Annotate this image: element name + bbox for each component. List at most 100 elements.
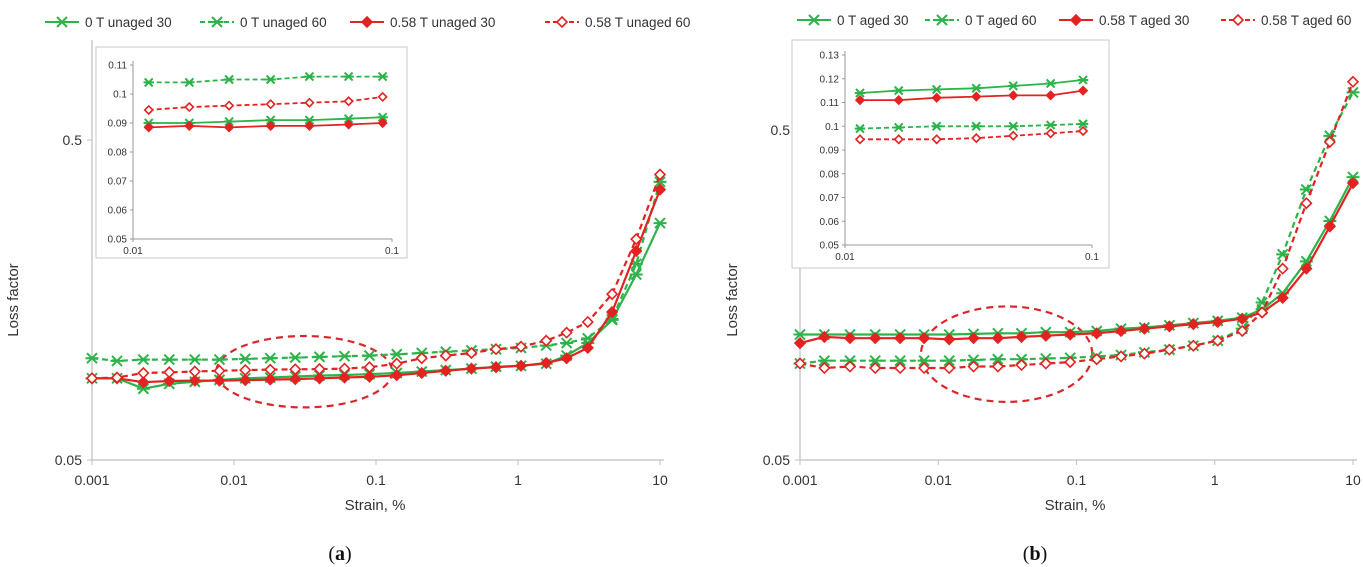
data-point: [514, 340, 528, 353]
x-tick-label: 0.001: [782, 472, 817, 488]
data-point: [793, 357, 807, 370]
inset-y-tick-label: 0.07: [108, 177, 128, 188]
data-point: [415, 366, 428, 380]
series-line: [91, 181, 662, 363]
legend-marker: [210, 16, 224, 28]
data-point: [1211, 315, 1224, 329]
data-point: [843, 332, 857, 345]
data-point: [289, 372, 302, 386]
panel-caption: (a): [328, 543, 351, 565]
inset-data-point: [184, 101, 195, 113]
inset-x-tick-label: 0.01: [123, 246, 143, 257]
data-point: [560, 337, 574, 349]
inset-data-point: [854, 88, 866, 98]
x-tick-label: 0.1: [1067, 472, 1087, 488]
data-point: [869, 361, 882, 375]
legend-item: 0 T unaged 30: [45, 15, 172, 30]
data-point: [110, 371, 124, 384]
inset-data-point: [265, 74, 276, 85]
data-point: [629, 268, 643, 281]
inset-series-0-t-aged-60: [854, 119, 1089, 134]
data-point: [1090, 353, 1103, 366]
data-point: [514, 359, 528, 372]
legend-label: 0.58 T aged 60: [1261, 13, 1351, 28]
data-point: [943, 333, 956, 346]
data-point: [390, 357, 403, 370]
inset-y-tick-label: 0.12: [820, 74, 840, 85]
data-point: [264, 373, 277, 386]
inset-data-point: [1045, 78, 1056, 89]
data-point: [581, 341, 594, 355]
inset-frame: [791, 39, 1110, 269]
series-0-58-t-unaged-30: [85, 183, 667, 389]
data-point: [188, 353, 202, 366]
data-point: [390, 348, 404, 360]
data-point: [363, 361, 376, 374]
inset-series-0-58-t-aged-30: [854, 85, 1089, 106]
data-point: [465, 346, 478, 360]
inset-data-point: [1077, 75, 1089, 85]
inset-data-point: [343, 113, 354, 124]
data-point: [1323, 220, 1336, 233]
y-tick-label: 0.05: [763, 452, 790, 468]
inset-data-point: [893, 134, 904, 145]
data-point: [653, 168, 667, 181]
data-point: [540, 356, 553, 370]
data-point: [163, 374, 176, 388]
inset-data-point: [854, 123, 866, 134]
inset-data-point: [1045, 120, 1056, 130]
inset-data-point: [265, 120, 276, 132]
inset-data-point: [893, 85, 904, 96]
inset-y-tick-label: 0.11: [820, 98, 839, 109]
inset-x-tick-label: 0.01: [835, 252, 855, 263]
inset-y-tick-label: 0.05: [108, 235, 128, 246]
legend-label: 0.58 T unaged 30: [390, 15, 495, 30]
data-point: [991, 332, 1005, 345]
inset-data-point: [377, 112, 388, 122]
inset-data-point: [931, 121, 942, 131]
data-point: [967, 360, 980, 373]
x-tick-label: 10: [1345, 472, 1361, 488]
inset-data-point: [143, 77, 154, 88]
legend-marker: [807, 14, 821, 26]
data-point: [991, 353, 1005, 365]
data-point: [943, 361, 956, 375]
inset-y-tick-label: 0.09: [820, 146, 840, 157]
legend-label: 0 T unaged 30: [85, 15, 172, 30]
highlight-ellipse: [215, 334, 394, 409]
inset-y-tick-label: 0.06: [108, 206, 128, 217]
data-point: [213, 374, 226, 387]
data-point: [1114, 350, 1128, 363]
inset-data-point: [931, 92, 942, 103]
inset-data-point: [971, 83, 982, 93]
inset-data-point: [931, 134, 942, 145]
legend-item: 0 T aged 30: [797, 13, 909, 28]
inset-data-point: [1008, 81, 1019, 91]
data-point: [85, 352, 99, 364]
data-point: [338, 371, 351, 384]
legend-item: 0.58 T aged 60: [1221, 13, 1351, 28]
inset-data-point: [223, 100, 235, 111]
data-point: [110, 355, 124, 367]
legend-b: 0 T aged 30 0 T aged 60 0.58 T aged 30 0.58…: [797, 13, 1351, 28]
inset-data-point: [343, 119, 354, 130]
data-point: [868, 354, 882, 367]
data-point: [653, 183, 667, 196]
inset-data-point: [377, 91, 388, 103]
data-point: [1039, 329, 1052, 342]
data-point: [212, 353, 226, 366]
inset-y-tick-label: 0.11: [108, 61, 127, 72]
data-point: [137, 376, 150, 389]
inset-data-point: [1008, 130, 1019, 141]
y-tick-label: 0.5: [771, 122, 791, 138]
data-point: [1276, 291, 1289, 304]
data-point: [1138, 322, 1151, 335]
data-point: [605, 287, 619, 301]
inset-data-point: [1045, 128, 1056, 139]
data-point: [1346, 177, 1360, 190]
data-point: [917, 354, 931, 367]
data-point: [1015, 330, 1028, 344]
